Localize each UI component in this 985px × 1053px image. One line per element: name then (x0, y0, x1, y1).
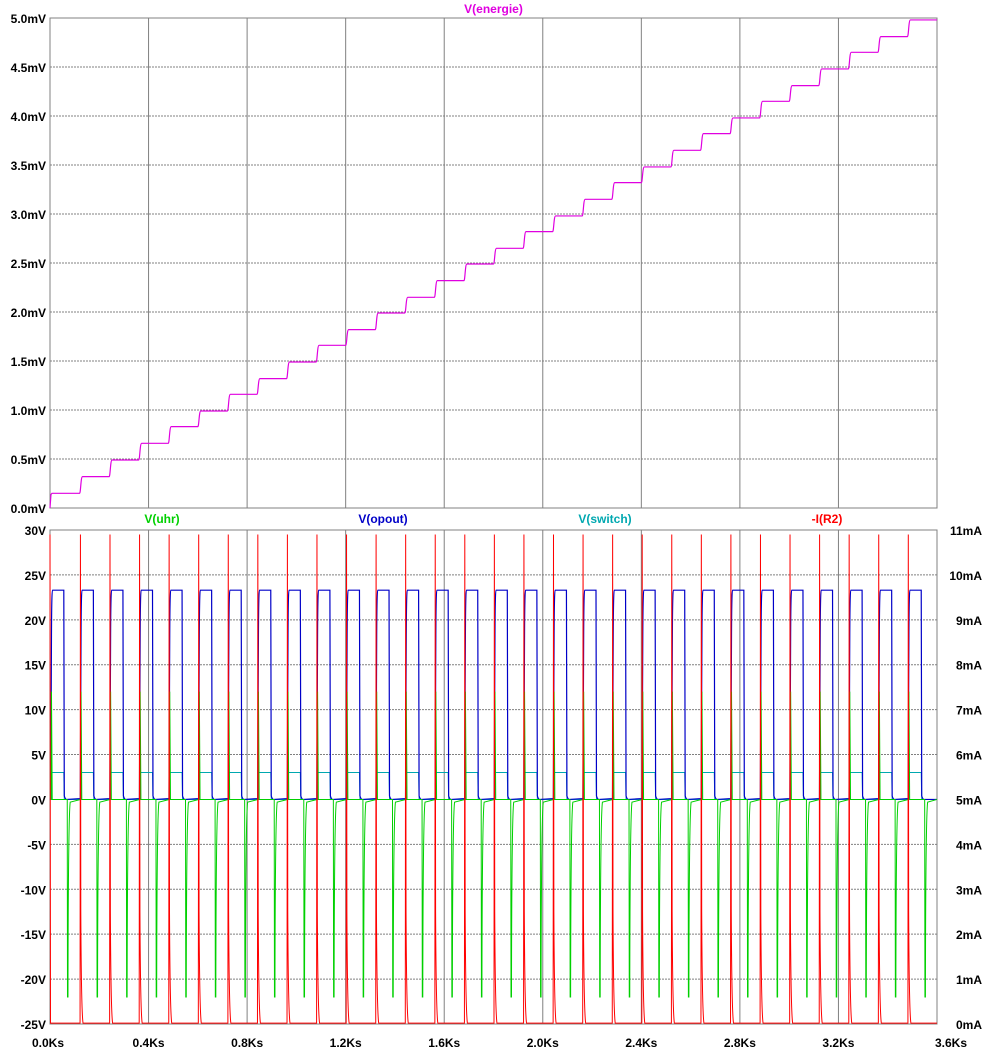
y-tick-label: 20V (25, 614, 46, 628)
x-tick-label: 3.6Ks (935, 1036, 967, 1050)
y-tick-label: 0.0mV (11, 502, 46, 516)
y-tick-label: 5V (31, 749, 46, 763)
y-tick-label: 4.5mV (11, 61, 46, 75)
y-tick-label: 2.5mV (11, 257, 46, 271)
y-tick-label: 15V (25, 659, 46, 673)
y-tick-label: 3.5mV (11, 159, 46, 173)
x-tick-label: 0.0Ks (32, 1036, 64, 1050)
x-tick-label: 0.4Ks (133, 1036, 165, 1050)
y-tick-label: 2.0mV (11, 306, 46, 320)
y2-tick-label: 2mA (956, 928, 982, 942)
energie-panel (49, 17, 938, 509)
x-tick-label: 3.2Ks (822, 1036, 854, 1050)
y2-tick-label: 0mA (956, 1018, 982, 1032)
y2-tick-label: 4mA (956, 838, 982, 852)
x-tick-label: 1.6Ks (428, 1036, 460, 1050)
series-title: -I(R2) (812, 512, 843, 526)
y2-tick-label: 8mA (956, 659, 982, 673)
y-tick-label: 3.0mV (11, 208, 46, 222)
x-tick-label: 0.8Ks (231, 1036, 263, 1050)
y2-tick-label: 7mA (956, 704, 982, 718)
series-title: V(switch) (578, 512, 631, 526)
y-tick-label: 10V (25, 704, 46, 718)
signals-panel (49, 529, 938, 1025)
y-tick-label: 1.5mV (11, 355, 46, 369)
y-tick-label: 0V (31, 793, 46, 807)
series-title: V(opout) (358, 512, 407, 526)
x-tick-label: 2.0Ks (527, 1036, 559, 1050)
x-tick-label: 2.8Ks (724, 1036, 756, 1050)
y-tick-label: -25V (21, 1018, 46, 1032)
y-tick-label: -5V (27, 838, 46, 852)
y2-tick-label: 9mA (956, 614, 982, 628)
y-tick-label: -20V (21, 973, 46, 987)
series-title: V(energie) (464, 2, 523, 16)
series-line-energie (49, 19, 937, 509)
y-tick-label: 25V (25, 569, 46, 583)
y-tick-label: 0.5mV (11, 453, 46, 467)
x-tick-label: 2.4Ks (625, 1036, 657, 1050)
series-line-uhr (50, 691, 938, 998)
x-tick-label: 1.2Ks (330, 1036, 362, 1050)
y-tick-label: 5.0mV (11, 12, 46, 26)
y2-tick-label: 10mA (949, 569, 982, 583)
series-line-opout (49, 589, 937, 801)
y2-tick-label: 3mA (956, 883, 982, 897)
y-tick-label: -15V (21, 928, 46, 942)
series-line-ir2 (49, 534, 937, 1024)
series-title: V(uhr) (144, 512, 179, 526)
y2-tick-label: 11mA (950, 524, 982, 538)
y2-tick-label: 5mA (956, 793, 982, 807)
y-tick-label: 4.0mV (11, 110, 46, 124)
y-tick-label: -10V (21, 883, 46, 897)
y2-tick-label: 6mA (956, 749, 982, 763)
y2-tick-label: 1mA (956, 973, 982, 987)
y-tick-label: 1.0mV (11, 404, 46, 418)
y-tick-label: 30V (25, 524, 46, 538)
